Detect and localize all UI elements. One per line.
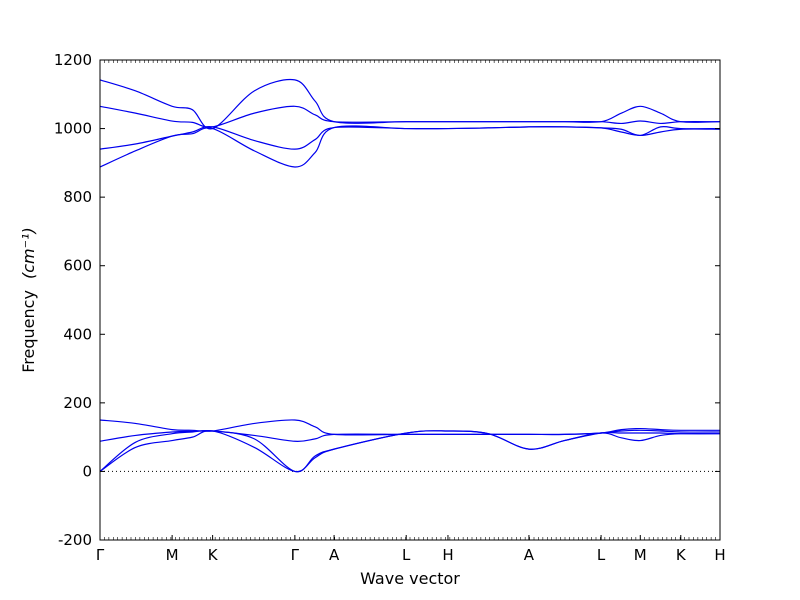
x-tick-label: M [166, 546, 179, 564]
band-line-4 [99, 419, 721, 436]
x-axis-label: Wave vector [360, 569, 460, 588]
x-tick-label: M [634, 546, 647, 564]
y-tick-label: -200 [58, 531, 92, 549]
x-tick-label: H [442, 546, 453, 564]
y-tick-label: 400 [63, 325, 92, 343]
y-tick-label: 1200 [54, 51, 92, 69]
series-group [99, 78, 721, 473]
y-axis-label-unit: (cm⁻¹) [19, 227, 38, 279]
y-tick-label: 200 [63, 394, 92, 412]
x-tick-label: A [524, 546, 535, 564]
x-tick-label: A [329, 546, 340, 564]
plot-area [100, 60, 720, 540]
y-tick-label: 1000 [54, 120, 92, 138]
y-axis-label-text: Frequency [19, 290, 38, 373]
y-axis-label: Frequency (cm⁻¹) [19, 227, 38, 372]
x-tick-label: H [714, 546, 725, 564]
x-tick-label: Γ [96, 546, 105, 564]
x-tick-label: Γ [291, 546, 300, 564]
band-line-6 [99, 125, 721, 150]
x-tick-label: L [597, 546, 606, 564]
x-tick-label: K [676, 546, 687, 564]
y-tick-label: 800 [63, 188, 92, 206]
band-line-2 [99, 430, 721, 473]
y-tick-label: 0 [82, 462, 92, 480]
y-ticks: -200 0 200 400 600 800 1000 1200 [54, 51, 720, 549]
band-line-8 [99, 78, 721, 130]
x-tick-label: L [402, 546, 411, 564]
x-tick-label: K [208, 546, 219, 564]
y-tick-label: 600 [63, 257, 92, 275]
